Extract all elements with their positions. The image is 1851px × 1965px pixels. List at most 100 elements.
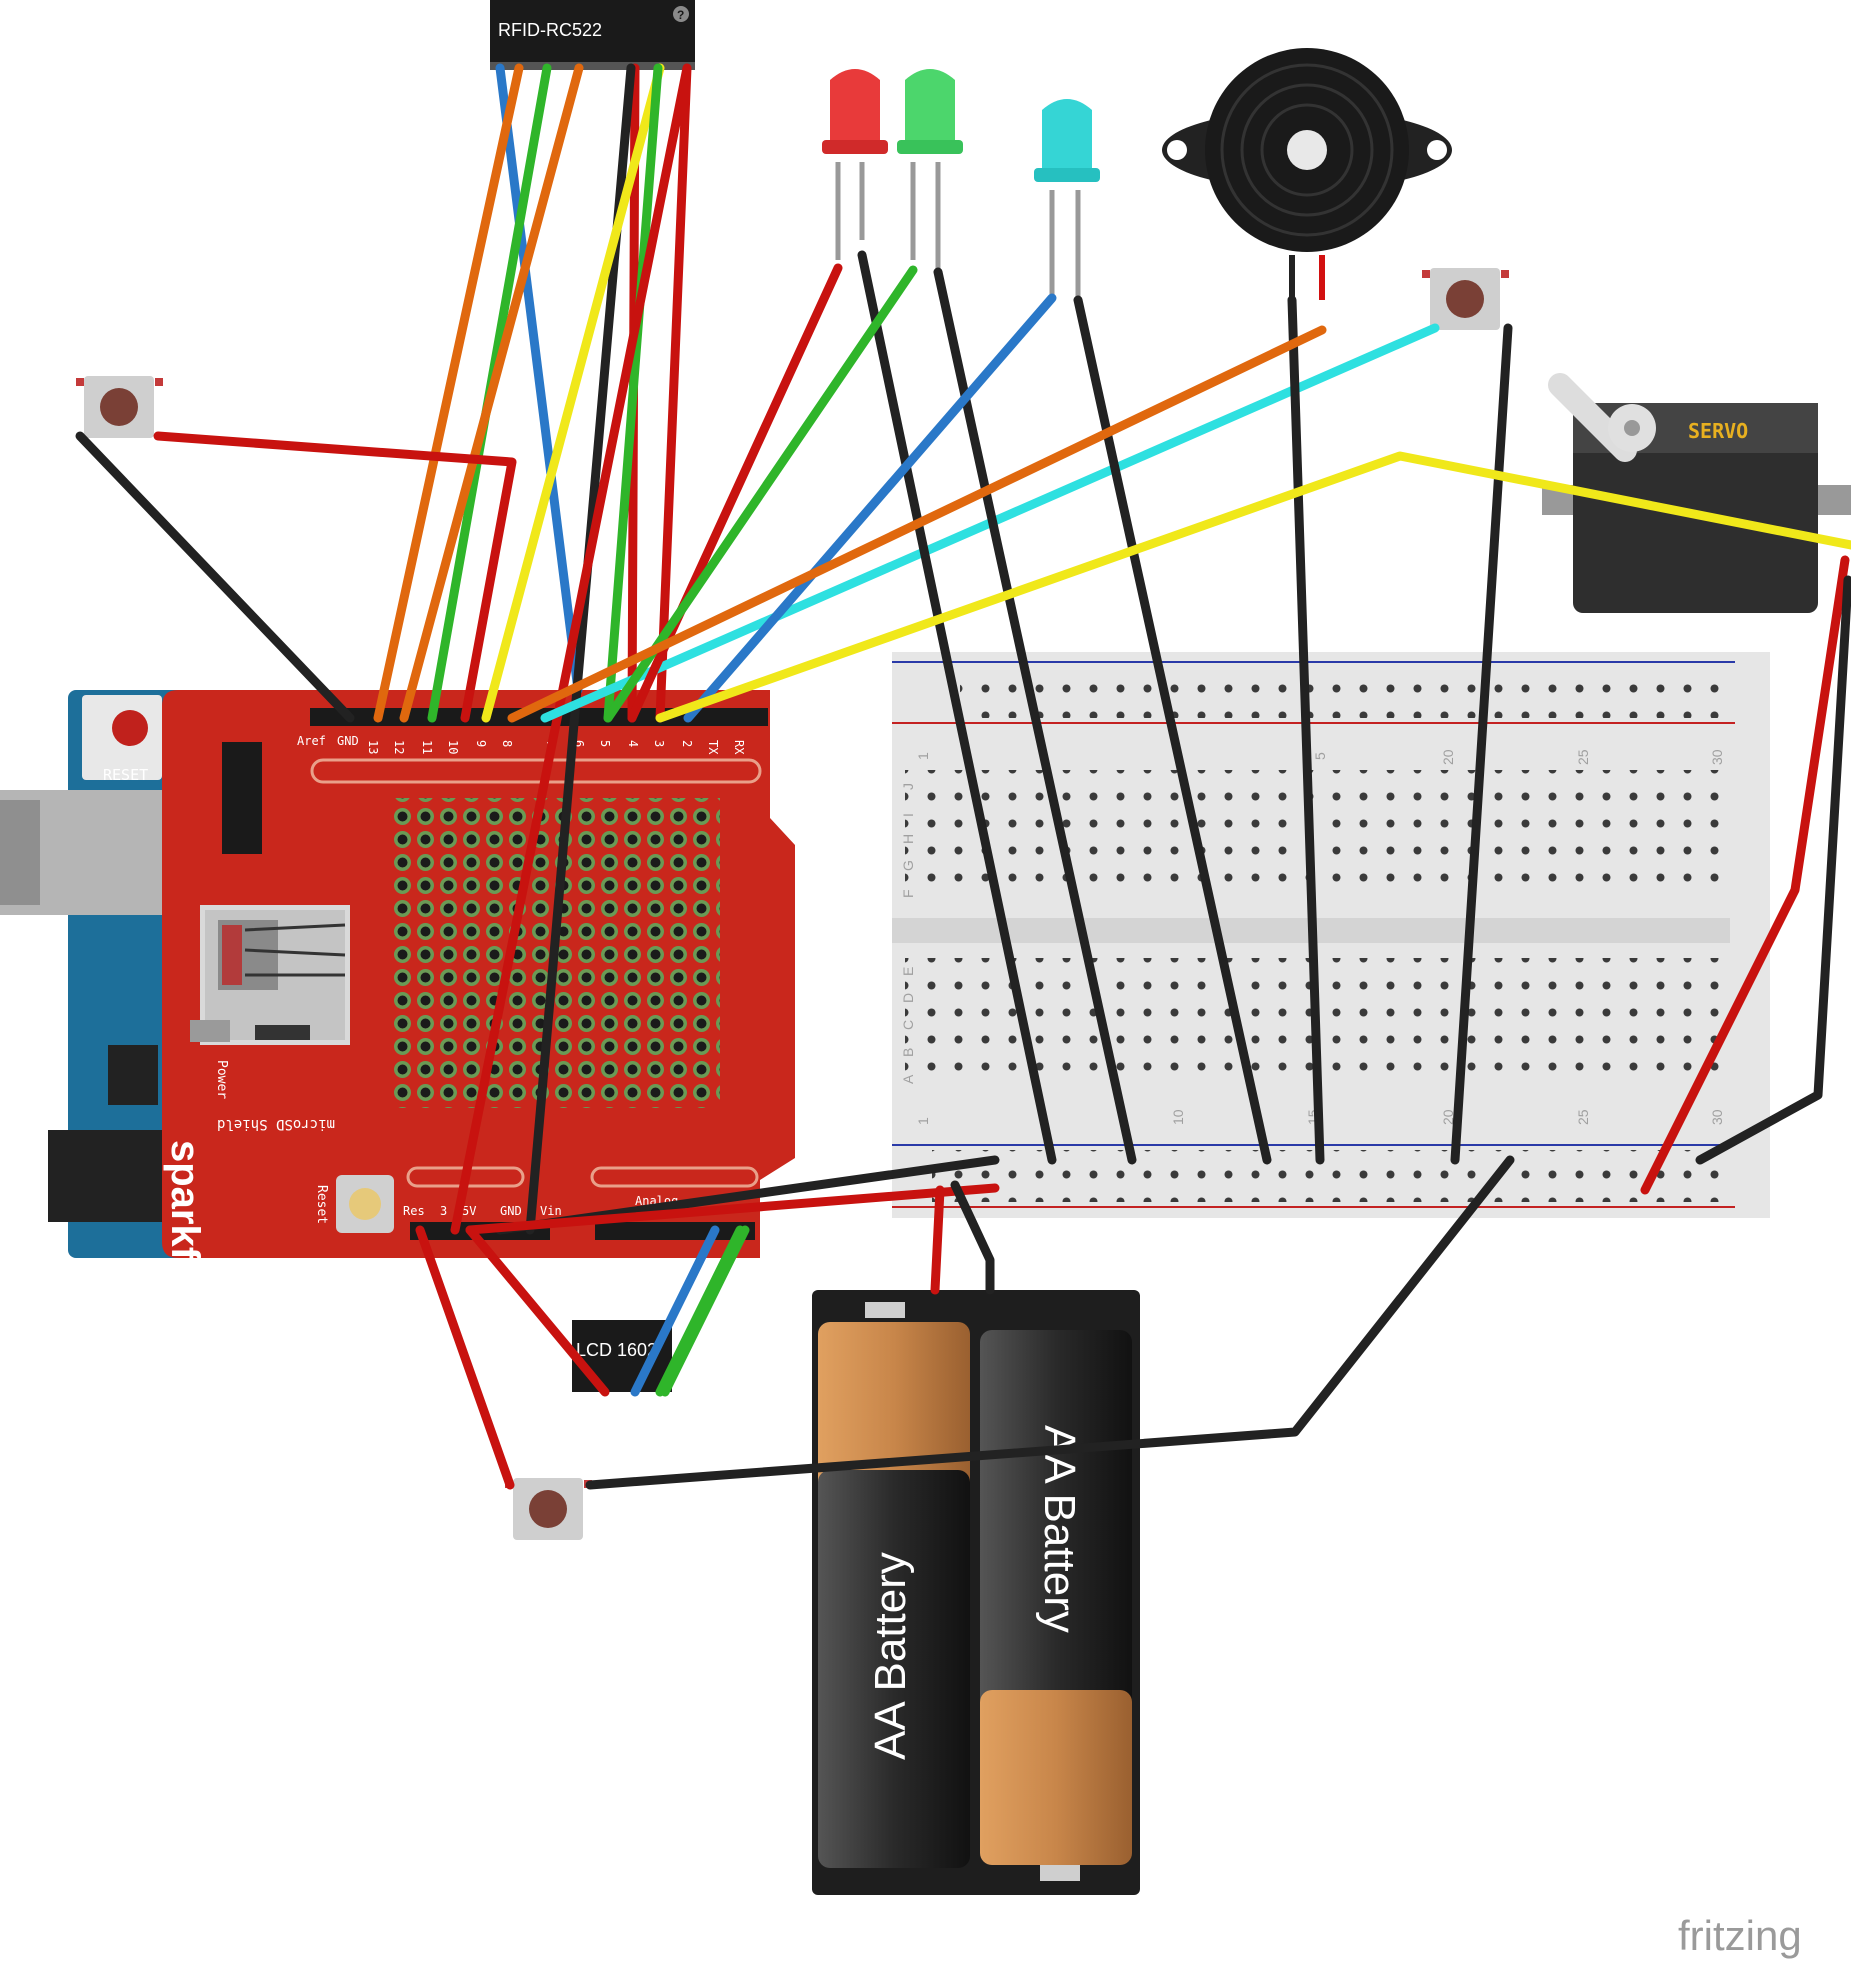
- bb-row-j: J: [900, 783, 916, 790]
- wire-rfid-orange-1: [373, 63, 524, 723]
- bb-bottom-num-25: 25: [1575, 1109, 1591, 1125]
- bb-top-num-25: 25: [1575, 749, 1591, 765]
- bb-row-c: C: [900, 1020, 916, 1030]
- bb-row-i: I: [900, 813, 916, 817]
- wire-lcd-red: [465, 1225, 610, 1397]
- pin-label-13: 13: [366, 740, 380, 754]
- digital-header: [310, 708, 768, 726]
- wire-buzzer-black: [1287, 295, 1325, 1165]
- wire-servo-red: [1640, 555, 1850, 1195]
- shield-name: microSD Shield: [217, 1116, 335, 1132]
- pushbutton-top-right[interactable]: [1422, 268, 1509, 330]
- microsd-shield: Aref GND 13 12 11 10 9 8 7 6 5 4 3 2 TX …: [162, 690, 795, 1402]
- wire-led-red-black: [857, 250, 1057, 1165]
- led-green: [897, 69, 963, 270]
- pin-label-vin: Vin: [540, 1204, 562, 1218]
- breadboard-labels: 1 5 20 25 30 1 10 15 20 25 30 J I H G F …: [900, 749, 1725, 1125]
- pin-label-2: 2: [680, 740, 694, 747]
- battery-cell-left: AA Battery: [818, 1322, 970, 1868]
- wire-button-bottom-black: [585, 1155, 1515, 1490]
- pin-label-aref: Aref: [297, 734, 326, 748]
- pushbutton-left[interactable]: [76, 376, 163, 438]
- wire-button-bottom-red: [415, 1225, 515, 1490]
- pin-label-5: 5: [598, 740, 612, 747]
- bb-bottom-num-1: 1: [915, 1117, 931, 1125]
- bb-row-e: E: [900, 967, 916, 976]
- bb-row-b: B: [900, 1048, 916, 1057]
- bb-row-f: F: [900, 889, 916, 898]
- wire-rfid-orange-2: [399, 63, 584, 723]
- buzzer: [1162, 48, 1452, 300]
- pin-label-10: 10: [446, 740, 460, 754]
- wire-buzzer-orange: [507, 325, 1327, 723]
- pin-label-rx: RX: [732, 740, 746, 755]
- wire-rfid-yellow: [481, 63, 665, 723]
- servo-motor: SERVO: [1542, 373, 1851, 613]
- led-red: [822, 69, 888, 260]
- pin-label-3v3: 3: [440, 1204, 447, 1218]
- pin-label-5v: 5V: [462, 1204, 476, 1218]
- battery-label-left: AA Battery: [866, 1552, 915, 1760]
- analog-header: [595, 1222, 755, 1240]
- pin-label-12: 12: [392, 740, 406, 754]
- servo-label: SERVO: [1688, 419, 1748, 443]
- wire-lcd-green-2: [660, 1225, 750, 1397]
- power-label: Power: [214, 1060, 229, 1099]
- pin-label-6: 6: [572, 740, 586, 747]
- bb-row-a: A: [900, 1074, 916, 1084]
- pin-label-9: 9: [474, 740, 488, 747]
- pin-label-3: 3: [652, 740, 666, 747]
- wire-servo-black: [1695, 575, 1851, 1165]
- wire-led-green-black: [933, 267, 1137, 1165]
- wire-button-left-black: [75, 431, 355, 723]
- rfid-help-text: ?: [677, 8, 684, 22]
- bb-bottom-num-20: 20: [1440, 1109, 1456, 1125]
- pushbutton-bottom[interactable]: [505, 1478, 592, 1540]
- pin-label-gnd: GND: [337, 734, 359, 748]
- pin-label-11: 11: [420, 740, 434, 754]
- rfid-module: RFID-RC522 ?: [490, 0, 695, 70]
- shield-reset-button[interactable]: [336, 1175, 394, 1233]
- wire-button-tr-black: [1450, 323, 1513, 1165]
- microsd-slot: [190, 905, 350, 1045]
- bb-top-num-30: 30: [1709, 749, 1725, 765]
- wire-battery-black: [950, 1180, 995, 1295]
- battery-cell-right: AA Battery: [980, 1330, 1132, 1865]
- power-jack: [48, 1130, 178, 1222]
- wire-servo-yellow: [655, 451, 1851, 723]
- arduino-reset-label: RESET: [103, 766, 148, 784]
- bb-row-g: G: [900, 860, 916, 871]
- wire-button-left-red: [153, 431, 517, 723]
- wire-battery-red: [930, 1185, 945, 1295]
- fritzing-watermark: fritzing: [1678, 1912, 1802, 1959]
- bb-bottom-num-10: 10: [1170, 1109, 1186, 1125]
- wire-rfid-blue: [495, 63, 583, 695]
- arduino-board: RESET: [0, 690, 188, 1258]
- battery-pack: AA Battery AA Battery: [812, 1290, 1140, 1895]
- ic-chip: [222, 742, 262, 854]
- rfid-label: RFID-RC522: [498, 20, 602, 40]
- wire-rfid-red: [450, 63, 692, 1235]
- lcd-label: LCD 1602: [576, 1340, 657, 1360]
- wire-5v-rail: [465, 1183, 1000, 1235]
- rfid-help-icon: [673, 6, 689, 22]
- pin-label-tx: TX: [706, 740, 720, 755]
- bb-top-num-20: 20: [1440, 749, 1456, 765]
- shield-reset-label: Reset: [314, 1185, 329, 1224]
- bb-bottom-num-30: 30: [1709, 1109, 1725, 1125]
- battery-label-right: AA Battery: [1035, 1425, 1084, 1633]
- wire-lcd-blue: [630, 1225, 720, 1397]
- pin-label-res: Res: [403, 1204, 425, 1218]
- led-cyan: [1034, 99, 1100, 300]
- pin-label-4: 4: [626, 740, 640, 747]
- bb-top-num-1: 1: [915, 752, 931, 760]
- bb-row-d: D: [900, 993, 916, 1003]
- pin-label-8: 8: [500, 740, 514, 747]
- wire-led-cyan-black: [1073, 295, 1272, 1165]
- digital-pin-labels: Aref GND 13 12 11 10 9 8 7 6 5 4 3 2 TX …: [297, 734, 746, 755]
- breadboard: 1 5 20 25 30 1 10 15 20 25 30 J I H G F …: [892, 652, 1770, 1218]
- wire-rfid-green-2: [603, 63, 663, 723]
- bb-top-num-5: 5: [1312, 752, 1328, 760]
- shield-brand: sparkfun.com: [163, 1140, 207, 1402]
